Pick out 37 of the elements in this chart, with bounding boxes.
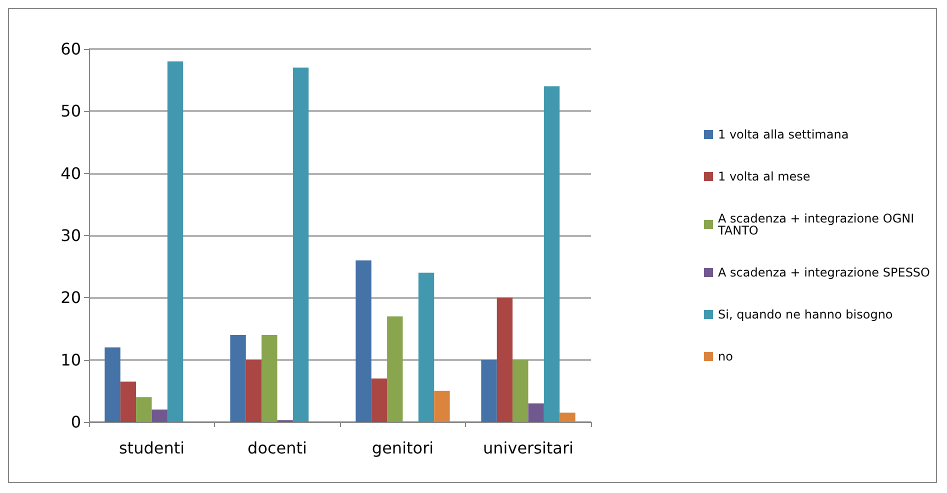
bar: [136, 397, 152, 422]
bar: [230, 334, 246, 422]
legend-label: no: [718, 350, 733, 364]
legend-label: A scadenza + integrazione SPESSO: [718, 266, 930, 280]
x-tick-label: genitori: [372, 438, 434, 458]
bar: [481, 360, 497, 422]
y-tick-label: 60: [60, 40, 81, 58]
bar: [292, 68, 309, 422]
x-tick-label: docenti: [248, 438, 307, 458]
y-tick-label: 0: [70, 412, 81, 432]
y-tick-label: 50: [60, 102, 81, 121]
bar: [371, 378, 388, 422]
bar: [544, 86, 560, 422]
legend-label: 1 volta alla settimana: [718, 128, 849, 142]
x-tick-label: universitari: [483, 438, 574, 458]
bar: [496, 298, 513, 422]
bar: [262, 334, 278, 422]
bar: [387, 316, 403, 422]
bar: [104, 347, 120, 422]
bar: [528, 403, 544, 422]
y-tick-label: 30: [60, 226, 81, 245]
bar: [152, 410, 168, 422]
y-tick-label: 10: [60, 350, 81, 370]
bar: [434, 390, 450, 422]
legend-label: Si, quando ne hanno bisogno: [718, 308, 893, 322]
x-tick-label: studenti: [118, 438, 185, 458]
bar: [167, 61, 184, 422]
bar: [120, 382, 136, 422]
bar: [560, 412, 576, 422]
bar: [246, 360, 262, 422]
bar: [418, 272, 434, 422]
legend-label: A scadenza + integrazione OGNI TANTO: [717, 212, 918, 238]
legend-label: 1 volta al mese: [718, 170, 810, 184]
y-tick-label: 20: [60, 288, 81, 308]
bar: [356, 260, 372, 422]
bar: [512, 360, 528, 422]
y-tick-label: 40: [60, 164, 81, 183]
